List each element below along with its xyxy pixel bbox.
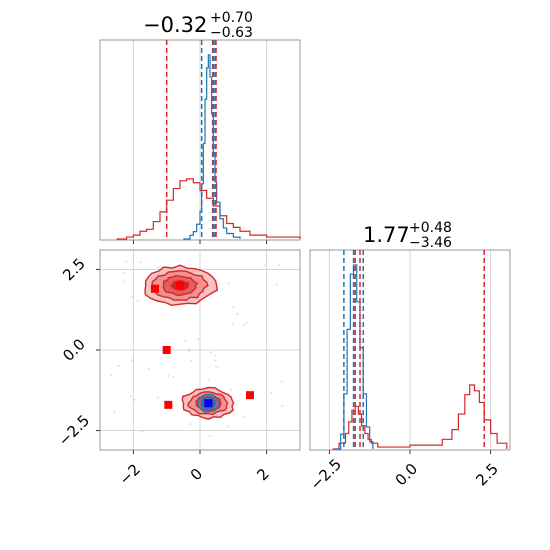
x-tick-label: −2	[116, 460, 144, 488]
y-tick-label: −2.5	[55, 411, 93, 449]
scatter-point	[278, 264, 281, 267]
scatter-point	[227, 425, 230, 428]
x-tick-label: 0.0	[392, 460, 422, 490]
scatter-point	[123, 272, 126, 275]
scatter-point	[263, 264, 266, 267]
scatter-point	[172, 376, 175, 379]
scatter-point	[214, 354, 217, 357]
scatter-point	[243, 323, 246, 326]
title-param-1-median: −0.32	[143, 13, 207, 37]
marker-series-b	[162, 346, 171, 354]
marker-series-b	[164, 400, 173, 409]
scatter-point	[197, 338, 200, 341]
scatter-point	[242, 415, 245, 418]
y-tick-label: 2.5	[59, 255, 89, 285]
scatter-point	[125, 260, 128, 263]
x-tick-label: 0	[187, 465, 206, 484]
scatter-point	[214, 359, 217, 362]
scatter-point	[188, 347, 191, 350]
scatter-point	[187, 349, 190, 352]
scatter-point	[280, 380, 283, 383]
joint-distribution-panel: −2 0 2 2.5 0.0 −2.5	[55, 249, 301, 489]
scatter-point	[131, 296, 134, 299]
scatter-point	[232, 306, 235, 309]
scatter-point	[113, 411, 116, 414]
scatter-point	[227, 282, 230, 285]
scatter-point	[236, 313, 239, 316]
scatter-point	[229, 388, 232, 391]
scatter-point	[275, 283, 278, 286]
scatter-point	[245, 321, 248, 324]
scatter-point	[133, 398, 136, 401]
marker-series-b	[246, 391, 254, 400]
x-tick-label: 2.5	[472, 460, 502, 490]
histogram-series-a	[335, 264, 374, 450]
histogram-series-b	[332, 384, 508, 450]
scatter-point	[156, 396, 159, 399]
panel-frame	[99, 39, 301, 241]
scatter-point	[130, 359, 133, 362]
histogram-series-b	[116, 178, 301, 240]
scatter-point	[281, 405, 284, 408]
title-param-1: −0.32	[143, 13, 207, 37]
marker-series-a	[204, 399, 213, 408]
marker-series-b	[151, 284, 159, 293]
scatter-point	[147, 368, 150, 371]
scatter-point	[217, 366, 220, 369]
scatter-point	[207, 379, 210, 382]
scatter-point	[140, 430, 143, 433]
panel-frame	[99, 249, 301, 451]
x-tick-label: −2.5	[307, 455, 345, 493]
scatter-point	[208, 434, 211, 437]
scatter-point	[123, 280, 126, 283]
title-param-2: 1.77	[363, 223, 410, 247]
title-param-2-plus: +0.48	[409, 220, 452, 236]
scatter-point	[190, 359, 193, 362]
scatter-point	[270, 391, 273, 394]
marker-series-b	[176, 281, 184, 290]
scatter-point	[136, 299, 139, 302]
panel-frame	[309, 249, 511, 451]
histogram-param-1-panel	[99, 39, 301, 244]
scatter-point	[110, 374, 113, 377]
title-param-1-minus: −0.63	[210, 25, 253, 41]
scatter-point	[190, 423, 193, 426]
scatter-point	[231, 322, 234, 325]
scatter-point	[139, 261, 142, 264]
histogram-series-a	[183, 54, 241, 240]
title-param-2-median: 1.77	[363, 223, 410, 247]
scatter-point	[209, 351, 212, 354]
title-param-2-minus: −3.46	[409, 235, 452, 251]
scatter-point	[129, 395, 132, 398]
scatter-point	[117, 364, 120, 367]
scatter-point	[167, 374, 170, 377]
y-tick-label: 0.0	[59, 335, 89, 365]
histogram-param-2-panel: −2.5 0.0 2.5	[307, 249, 511, 494]
scatter-point	[215, 365, 218, 368]
scatter-point	[184, 339, 187, 342]
scatter-point	[157, 266, 160, 269]
x-tick-label: 2	[253, 465, 272, 484]
title-param-1-plus: +0.70	[210, 10, 253, 26]
